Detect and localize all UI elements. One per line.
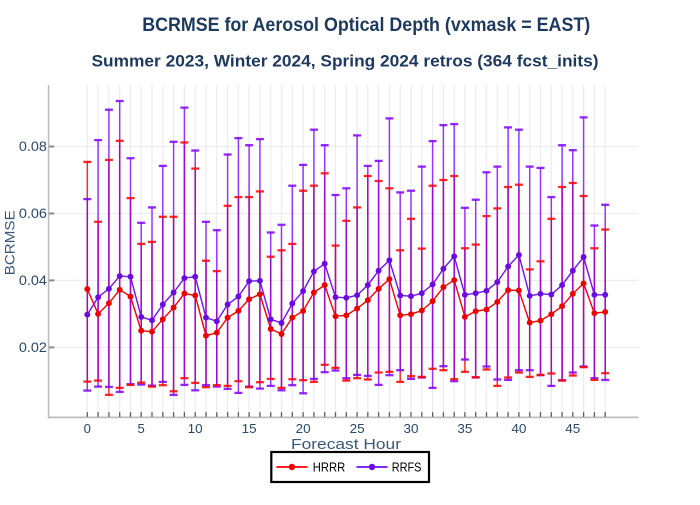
svg-text:HRRR: HRRR xyxy=(313,461,345,475)
svg-text:RRFS: RRFS xyxy=(392,461,422,475)
svg-text:45: 45 xyxy=(565,421,580,436)
svg-text:Summer 2023, Winter 2024, Spri: Summer 2023, Winter 2024, Spring 2024 re… xyxy=(92,53,599,71)
svg-text:10: 10 xyxy=(188,421,203,436)
svg-text:0: 0 xyxy=(84,421,91,436)
svg-text:5: 5 xyxy=(138,421,145,436)
svg-text:20: 20 xyxy=(296,421,311,436)
svg-text:0.08: 0.08 xyxy=(19,139,47,154)
svg-text:25: 25 xyxy=(350,421,365,436)
svg-text:BCRMSE for Aerosol Optical Dep: BCRMSE for Aerosol Optical Depth (vxmask… xyxy=(142,14,590,36)
svg-text:0.04: 0.04 xyxy=(19,273,48,288)
svg-text:0.06: 0.06 xyxy=(19,206,47,221)
svg-text:40: 40 xyxy=(511,421,526,436)
svg-text:30: 30 xyxy=(404,421,419,436)
svg-text:0.02: 0.02 xyxy=(19,340,47,355)
svg-text:Forecast Hour: Forecast Hour xyxy=(291,437,401,453)
svg-text:15: 15 xyxy=(242,421,257,436)
svg-text:35: 35 xyxy=(457,421,472,436)
svg-text:BCRMSE: BCRMSE xyxy=(2,210,18,275)
